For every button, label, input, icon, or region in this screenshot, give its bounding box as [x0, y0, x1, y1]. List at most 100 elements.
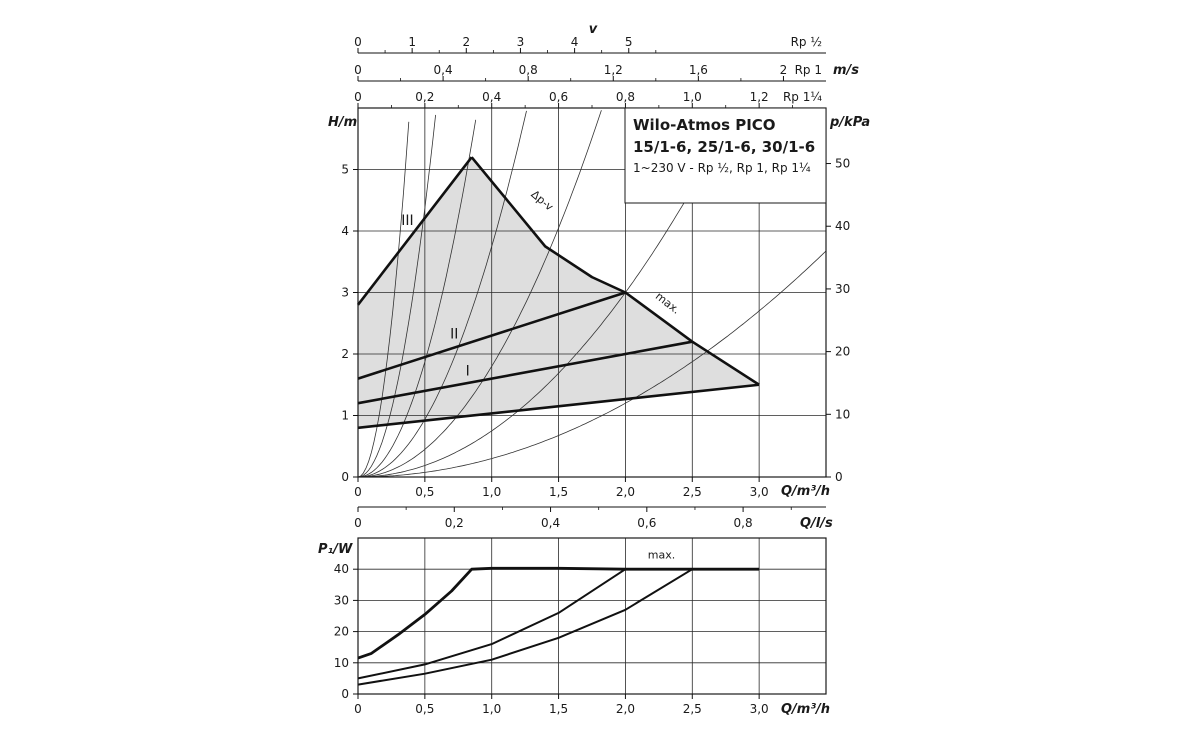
y2-tick-label: 20: [835, 345, 850, 359]
x-tick-label: 1,0: [482, 485, 501, 499]
label-curve-dpv: Δp-v: [528, 188, 556, 214]
x-tick-label: 2,0: [616, 485, 635, 499]
y-axis-label-pressure: p/kPa: [829, 115, 870, 130]
power-x-tick-label: 2,0: [616, 702, 635, 716]
top-tick-label: 2: [462, 35, 470, 49]
power-y-tick-label: 30: [334, 593, 349, 607]
top-tick-label: 0: [354, 90, 362, 104]
system-curve: [357, 110, 527, 478]
power-curve-2: [357, 568, 693, 686]
top-tick-label: 4: [571, 35, 579, 49]
y-tick-label: 0: [341, 470, 349, 484]
system-curves: [357, 110, 827, 478]
x-tick-label: 0,5: [415, 485, 434, 499]
x-tick-label: 3,0: [750, 485, 769, 499]
power-x-tick-label: 1,5: [549, 702, 568, 716]
top-tick-label: 0: [354, 35, 362, 49]
power-curve-1: [357, 568, 626, 680]
y-tick-label: 1: [341, 409, 349, 423]
power-y-tick-label: 20: [334, 625, 349, 639]
flow-liters-axis: 0 0,2 0,4 0,6 0,8 Q/l/s: [354, 506, 833, 531]
label-power-max: max.: [648, 548, 675, 561]
power-flow-plot: max. 0 0,5 1,0 1,5 2,0 2,5 3,0 0 10 20 30 40 P₁/W Q…: [318, 537, 830, 717]
power-x-tick-label: 1,0: [482, 702, 501, 716]
system-curve: [357, 121, 410, 478]
y-axis-label-head: H/m: [328, 115, 357, 130]
top-axis-label-rp-one: Rp 1: [795, 63, 822, 77]
top-tick-label: 1: [408, 35, 416, 49]
curve-II: [357, 291, 626, 380]
velocity-symbol: v: [589, 22, 598, 37]
curve-max: [357, 383, 760, 430]
top-tick-label: 1,2: [750, 90, 769, 104]
power-grid: [358, 538, 826, 694]
curve-I: [357, 340, 693, 405]
label-curve-max-main: max.: [653, 290, 683, 317]
power-y-tick-label: 40: [334, 562, 349, 576]
y-tick-label: 3: [341, 286, 349, 300]
system-curve: [358, 110, 736, 478]
x-tick-label: 1,5: [549, 485, 568, 499]
x-axis-label-flow: Q/m³/h: [781, 484, 830, 499]
ls-tick-label: 0,4: [541, 516, 560, 530]
top-tick-label: 0: [354, 63, 362, 77]
top-tick-label: 5: [625, 35, 633, 49]
power-y-tick-label: 0: [341, 687, 349, 701]
y-tick-label: 2: [341, 347, 349, 361]
top-tick-label: 1,0: [683, 90, 702, 104]
curve-p-v: [470, 156, 760, 386]
chart-subtitle: 15/1-6, 25/1-6, 30/1-6: [633, 138, 815, 156]
y-axis-label-power: P₁/W: [318, 542, 353, 557]
legend-box: Wilo-Atmos PICO 15/1-6, 25/1-6, 30/1-6 1…: [624, 107, 827, 204]
power-curve-0: [357, 566, 760, 660]
x-tick-label: 0: [354, 485, 362, 499]
label-curve-ii: II: [450, 327, 458, 343]
ls-tick-label: 0,2: [445, 516, 464, 530]
y2-tick-label: 40: [835, 219, 850, 233]
top-tick-label: 3: [517, 35, 525, 49]
top-tick-label: 0,8: [519, 63, 538, 77]
top-tick-label: 1,2: [604, 63, 623, 77]
label-curve-iii: III: [401, 213, 413, 229]
top-tick-label: 0,4: [434, 63, 453, 77]
ls-axis-label: Q/l/s: [800, 516, 833, 531]
power-x-tick-label: 0: [354, 702, 362, 716]
top-tick-label: 1,6: [689, 63, 708, 77]
top-tick-label: 0,8: [616, 90, 635, 104]
top-tick-label: 0,6: [549, 90, 568, 104]
y-tick-label: 5: [341, 163, 349, 177]
label-curve-i: I: [466, 364, 470, 380]
top-axis-label-rp-half: Rp ½: [791, 35, 822, 49]
velocity-unit: m/s: [833, 63, 859, 78]
power-plot-frame: [357, 537, 827, 695]
velocity-axes: 0 1 2 3 4 5 Rp ½0 0,4 0,8 1,2 1,6 2 Rp 10 0,2 0,4 0,6 0,…: [354, 22, 859, 109]
system-curve: [358, 250, 827, 478]
y2-tick-label: 30: [835, 282, 850, 296]
chart-title: Wilo-Atmos PICO: [633, 116, 776, 134]
legend-background: [624, 107, 827, 204]
x-axis-label-flow-power: Q/m³/h: [781, 702, 830, 717]
y2-tick-label: 0: [835, 470, 843, 484]
system-curve: [357, 114, 436, 478]
y-tick-label: 4: [341, 224, 349, 238]
y2-tick-label: 50: [835, 157, 850, 171]
y2-tick-label: 10: [835, 407, 850, 421]
ls-tick-label: 0,6: [637, 516, 656, 530]
system-curve: [357, 119, 477, 478]
x-tick-label: 2,5: [683, 485, 702, 499]
system-curve: [358, 110, 602, 478]
top-axis-label-rp-one-quarter: Rp 1¼: [783, 90, 822, 104]
power-x-tick-label: 0,5: [415, 702, 434, 716]
power-x-tick-label: 3,0: [750, 702, 769, 716]
ls-tick-label: 0: [354, 516, 362, 530]
top-tick-label: 2: [780, 63, 788, 77]
power-y-tick-label: 10: [334, 656, 349, 670]
top-tick-label: 0,2: [415, 90, 434, 104]
chart-note: 1~230 V - Rp ½, Rp 1, Rp 1¼: [633, 161, 811, 175]
curve-III: [356, 156, 473, 306]
power-axis-ticks: 0 0,5 1,0 1,5 2,0 2,5 3,0 0 10 20 30 40: [334, 562, 769, 716]
power-x-tick-label: 2,5: [683, 702, 702, 716]
